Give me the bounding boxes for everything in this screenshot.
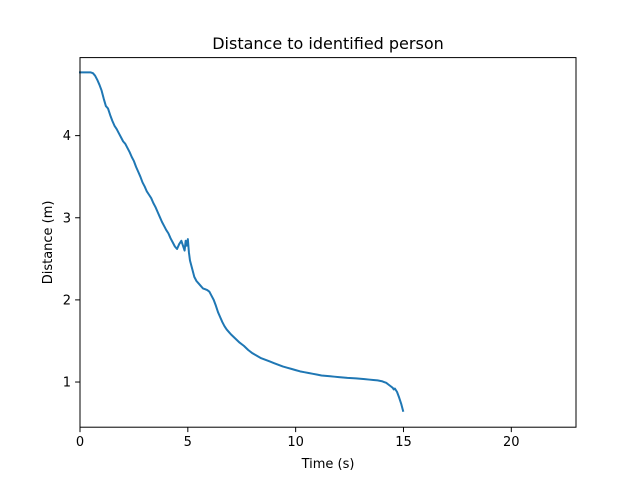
y-axis-label: Distance (m) (41, 201, 56, 285)
plot-area-frame (79, 57, 577, 428)
x-tick-label: 10 (287, 435, 304, 450)
x-tick-label: 15 (395, 435, 412, 450)
series-line-0 (79, 71, 405, 412)
x-tick-label: 20 (503, 435, 520, 450)
x-tick-label: 0 (76, 435, 84, 450)
y-tick-label: 1 (63, 376, 71, 391)
y-tick-label: 3 (63, 211, 71, 226)
y-tick-label: 2 (63, 293, 71, 308)
chart-title: Distance to identified person (212, 34, 444, 53)
x-tick-label: 5 (184, 435, 192, 450)
x-axis-label: Time (s) (301, 457, 355, 472)
axis-ticks: 0 5 10 15 20 1 2 3 4 (63, 129, 520, 450)
y-tick-label: 4 (63, 129, 71, 144)
plot-content (79, 71, 405, 412)
